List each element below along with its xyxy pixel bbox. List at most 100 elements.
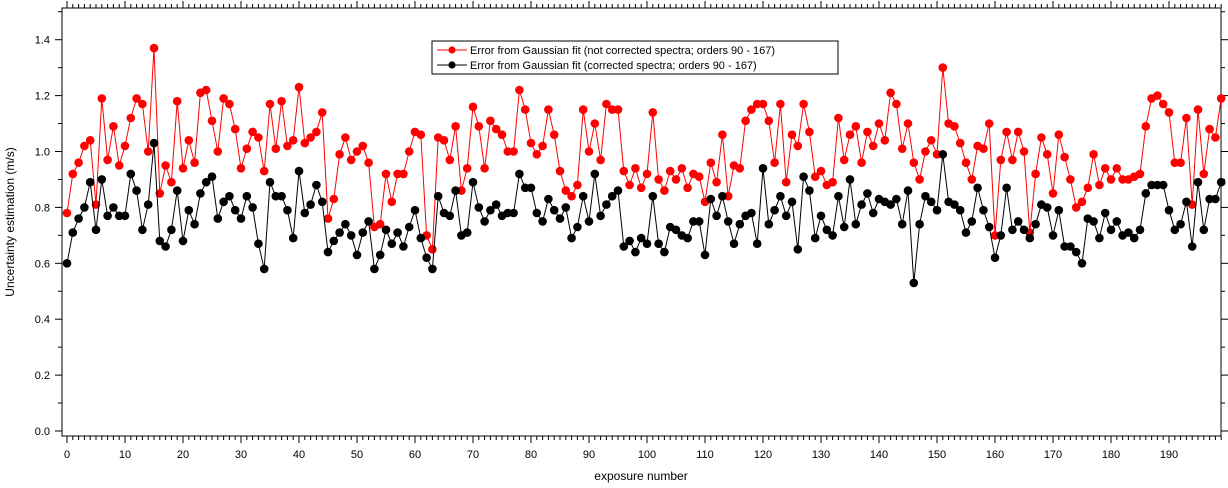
series-1-point [103, 155, 112, 165]
series-1-point [961, 158, 971, 167]
y-axis-title: Uncertainty estimation (m/s) [3, 147, 17, 296]
series-1-point [851, 122, 861, 131]
series-2-point [654, 239, 663, 248]
series-1-point [219, 94, 228, 103]
series-2-point [68, 228, 78, 237]
series-2-point [990, 253, 1000, 262]
series-2-point [97, 175, 107, 184]
series-2-point [1112, 217, 1122, 226]
series-2-point [851, 219, 861, 229]
series-1-point [979, 144, 988, 153]
series-2-point [1054, 205, 1064, 215]
series-2-point [909, 278, 919, 288]
series-2-point [370, 264, 379, 274]
series-1-point [474, 122, 484, 131]
series-1-point [1019, 147, 1029, 156]
series-1-point [625, 180, 634, 190]
series-1-point [445, 155, 455, 165]
series-2-point [248, 203, 257, 212]
series-1-point [428, 245, 437, 254]
series-2-point [172, 186, 182, 195]
series-2-point [85, 177, 95, 187]
series-2-point [915, 219, 924, 229]
series-2-point [1089, 217, 1098, 226]
series-2-point [317, 197, 327, 207]
series-1-point [660, 186, 669, 195]
series-2-point [996, 231, 1006, 240]
series-1-point [1176, 158, 1185, 167]
series-2-point [712, 211, 721, 221]
series-1-point [799, 99, 808, 109]
series-1-point [178, 164, 188, 173]
series-2-point [300, 208, 310, 218]
series-1-point [747, 105, 756, 114]
series-1-point [399, 169, 408, 179]
series-2-point [230, 205, 240, 215]
series-2-point [1187, 242, 1197, 251]
series-1-point [323, 214, 333, 223]
series-1-point [138, 99, 147, 109]
series-2-point [143, 200, 153, 209]
series-2-point [1106, 225, 1116, 235]
series-1-point [984, 119, 994, 128]
series-1-point [735, 164, 745, 173]
series-1-point [561, 186, 571, 195]
series-2-point [178, 236, 188, 246]
series-2-point [312, 180, 321, 190]
series-1-point [335, 150, 344, 159]
series-1-point [642, 169, 652, 179]
series-1-point [996, 155, 1006, 165]
series-2-point [694, 217, 704, 226]
y-tick-label: 0.8 [35, 202, 50, 214]
series-1-point [555, 166, 565, 176]
series-1-point [1205, 124, 1214, 134]
series-2-point [747, 208, 756, 218]
series-1-point [909, 158, 919, 167]
series-1-point [515, 85, 524, 95]
series-1-point [114, 161, 124, 170]
series-2-point [387, 239, 397, 248]
x-tick-label: 190 [1160, 449, 1178, 461]
right-axis-ticks [1221, 11, 1228, 432]
series-2-point [787, 197, 797, 207]
series-2-point [1048, 231, 1058, 240]
series-2-point [375, 250, 385, 260]
series-1-point [149, 43, 159, 53]
series-2-point [335, 228, 344, 237]
series-1-point [1193, 105, 1203, 114]
series-2-point [758, 164, 768, 173]
x-tick-label: 20 [177, 449, 189, 461]
series-1-point [584, 147, 594, 156]
series-1-point [921, 147, 930, 156]
series-2-point [91, 225, 101, 235]
series-1-point [352, 147, 362, 156]
series-1-point [776, 99, 785, 109]
series-1-point [880, 136, 890, 145]
series-1-point [781, 177, 791, 187]
series-1-point [1048, 189, 1058, 198]
series-2-point [451, 186, 460, 195]
series-2-point [648, 191, 658, 201]
series-1-point [596, 155, 605, 165]
series-1-point [364, 158, 373, 167]
series-2-point [886, 200, 895, 209]
series-1-point [1008, 155, 1017, 165]
series-1-point [486, 116, 495, 126]
y-tick-label: 1.4 [35, 35, 50, 47]
series-1-point [868, 141, 878, 151]
series-1-point [1199, 169, 1209, 179]
series-1-point [532, 150, 542, 159]
series-2-point [468, 177, 478, 187]
x-tick-label: 180 [1102, 449, 1120, 461]
series-1-point [346, 155, 356, 165]
series-1-point [462, 164, 472, 173]
series-2-point [346, 231, 356, 240]
series-1-point [1042, 150, 1052, 159]
series-2-point [584, 217, 594, 226]
x-tick-label: 130 [812, 449, 830, 461]
series-2-point [660, 247, 669, 257]
series-1-point [1158, 99, 1168, 109]
legend-marker-series-1 [448, 46, 456, 54]
series-2-point [259, 264, 269, 274]
